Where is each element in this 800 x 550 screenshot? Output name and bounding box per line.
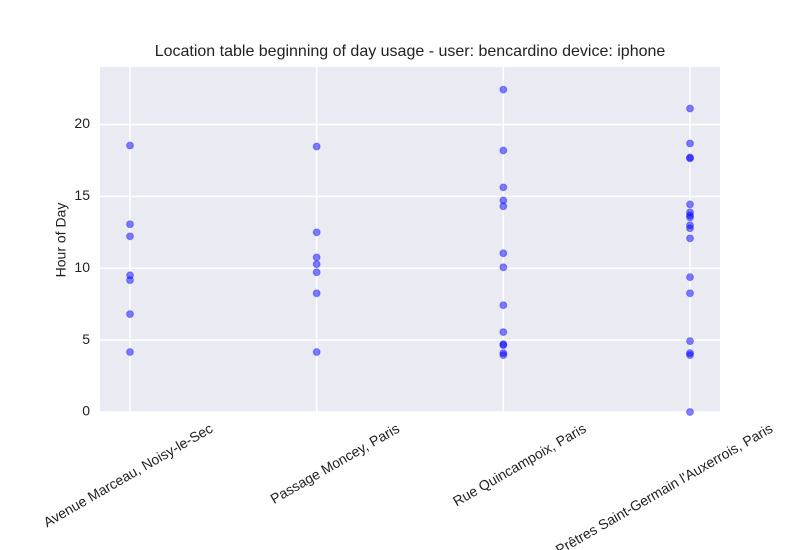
x-tick-label: Passage Moncey, Paris [268, 420, 402, 507]
point [499, 341, 508, 350]
point [312, 348, 321, 357]
point [499, 301, 508, 310]
point [312, 289, 321, 298]
x-tick-label: Avenue Marceau, Noisy-le-Sec [40, 420, 215, 530]
point [499, 328, 508, 337]
point [499, 146, 508, 155]
point [499, 351, 508, 360]
x-tick-label: Rue Quincampoix, Paris [450, 420, 589, 509]
y-tick-label: 10 [74, 259, 90, 275]
point [686, 234, 694, 243]
y-tick-label: 15 [74, 187, 90, 203]
point [686, 200, 694, 209]
point [499, 85, 508, 94]
point [312, 142, 321, 151]
point [686, 408, 694, 416]
point [686, 224, 694, 233]
point [126, 141, 134, 150]
point [499, 183, 508, 192]
point [126, 276, 134, 285]
chart-title: Location table beginning of day usage - … [155, 43, 666, 60]
point [686, 273, 694, 282]
point [686, 139, 694, 148]
y-axis-label: Hour of Day [53, 203, 69, 278]
point [312, 228, 321, 237]
point [686, 289, 694, 298]
y-tick-label: 20 [74, 115, 90, 131]
point [126, 232, 134, 241]
point [686, 337, 694, 346]
point [499, 249, 508, 258]
point [499, 202, 508, 211]
point [686, 154, 694, 163]
point [126, 348, 134, 357]
y-tick-label: 5 [82, 331, 90, 347]
point [126, 310, 134, 319]
point [312, 260, 321, 269]
point [499, 263, 508, 272]
point [126, 220, 134, 229]
point [686, 104, 694, 113]
x-tick-label: Rue des Prêtres Saint-Germain l'Auxerroi… [504, 420, 775, 550]
plot-area [100, 67, 720, 412]
point [312, 253, 321, 262]
point [686, 351, 694, 360]
y-tick-label: 0 [82, 403, 90, 419]
point [686, 213, 694, 222]
point [312, 268, 321, 277]
